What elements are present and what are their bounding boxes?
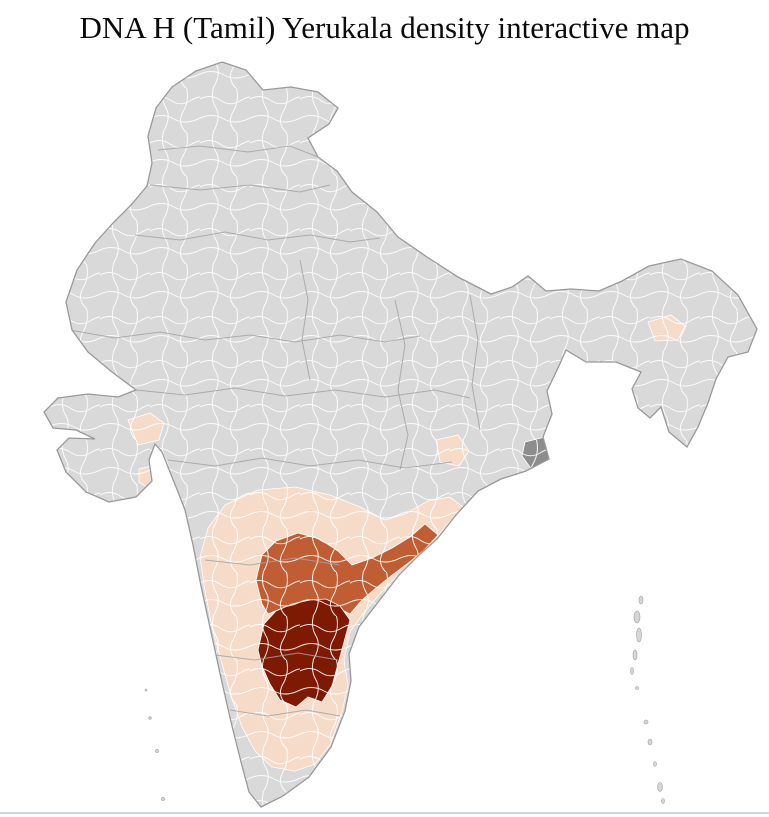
map-title: DNA H (Tamil) Yerukala density interacti… <box>79 10 690 45</box>
lakshadweep-islands[interactable] <box>144 688 165 801</box>
andaman-nicobar-islands[interactable] <box>630 595 665 804</box>
